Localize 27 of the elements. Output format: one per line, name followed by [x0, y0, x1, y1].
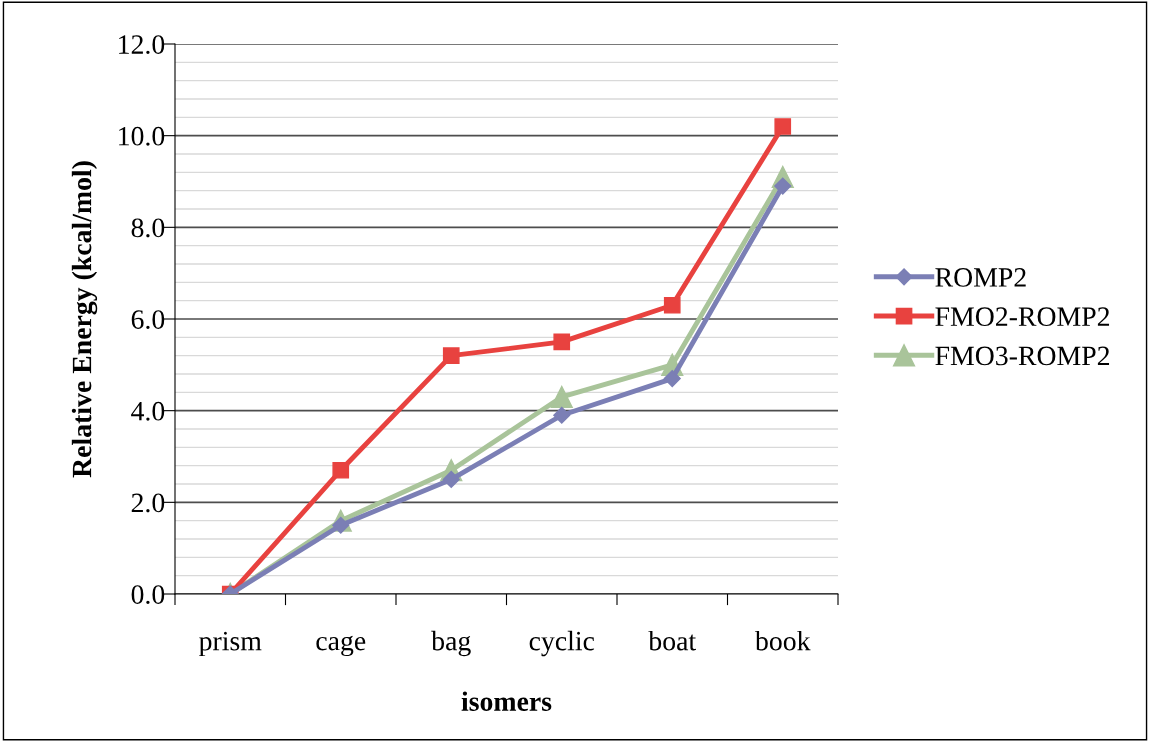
- legend-label: FMO2-ROMP2: [935, 307, 1110, 327]
- x-tick-label: book: [754, 630, 811, 651]
- y-tick-label: 6.0: [131, 310, 165, 330]
- x-tick-label: prism: [199, 631, 262, 657]
- point: [442, 347, 460, 365]
- point: [553, 406, 571, 424]
- point: [663, 370, 681, 388]
- y-tick-label: 2.0: [131, 493, 165, 513]
- y-axis-title: Relative Energy (kcal/mol): [71, 161, 98, 478]
- y-tick-label: 12.0: [119, 35, 165, 55]
- point: [774, 177, 792, 195]
- point: [774, 118, 792, 135]
- x-axis-title: isomers: [461, 691, 552, 711]
- x-tick-label: boat: [648, 630, 696, 651]
- point: [550, 385, 573, 409]
- point: [332, 461, 350, 479]
- x-tick-label: cage: [316, 635, 366, 657]
- y-tick-label: 10.0: [119, 126, 165, 146]
- point: [553, 333, 571, 351]
- x-tick-label: cyclic: [529, 630, 595, 657]
- point: [663, 296, 681, 314]
- legend-label: ROMP2: [935, 268, 1026, 287]
- legend-label: FMO3-ROMP2: [935, 346, 1110, 366]
- x-tick-label: bag: [431, 630, 471, 657]
- y-tick-label: 0.0: [131, 585, 165, 605]
- y-tick-label: 4.0: [131, 401, 165, 421]
- y-tick-label: 8.0: [131, 218, 165, 238]
